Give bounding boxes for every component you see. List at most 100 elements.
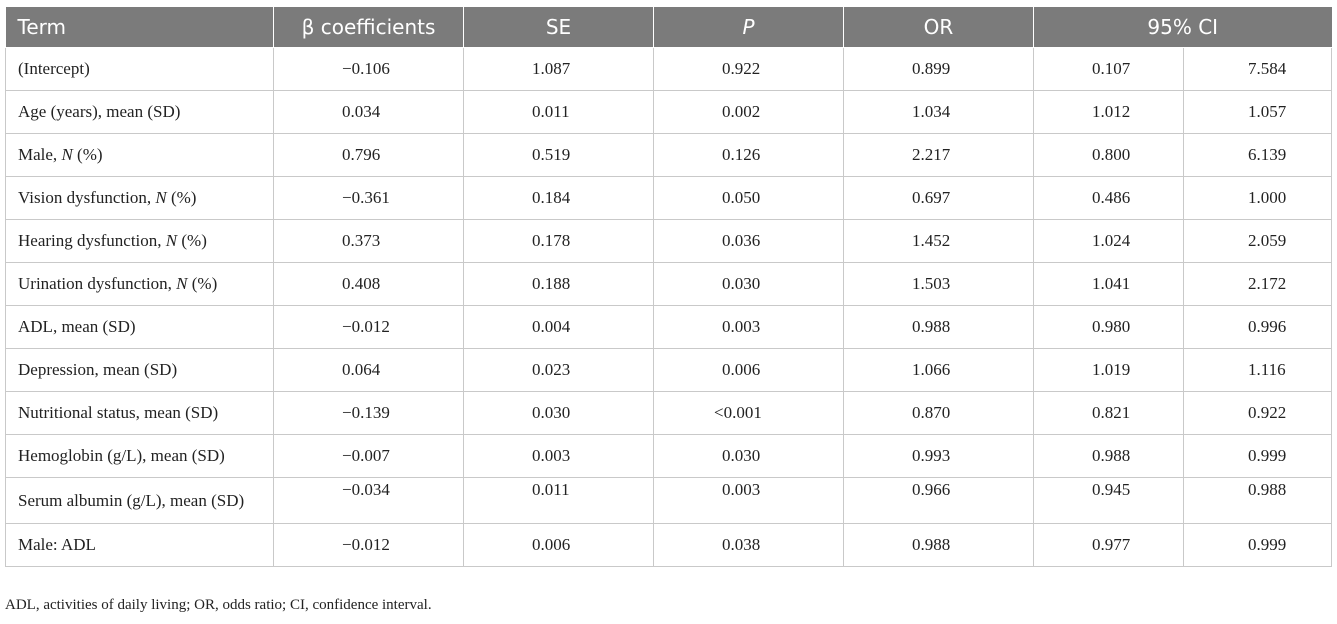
cell-beta: −0.012 [273, 523, 464, 567]
cell-se: 0.178 [463, 219, 654, 263]
cell-ci-high: 0.996 [1183, 305, 1332, 349]
cell-p: 0.038 [653, 523, 844, 567]
cell-p: 0.036 [653, 219, 844, 263]
term-suffix: (%) [177, 231, 207, 250]
header-ci: 95% CI [1033, 7, 1332, 48]
cell-se: 0.188 [463, 262, 654, 306]
term-italic: N [61, 145, 73, 164]
term-label: Serum albumin (g/L), mean (SD) [18, 490, 245, 510]
cell-ci-high: 0.988 [1183, 477, 1332, 524]
cell-term: Hemoglobin (g/L), mean (SD) [5, 434, 274, 478]
cell-ci-low: 1.041 [1033, 262, 1184, 306]
table-row: Vision dysfunction, N (%) −0.361 0.184 0.05… [5, 176, 1332, 220]
cell-ci-low: 0.945 [1033, 477, 1184, 524]
term-label: Age (years), mean (SD) [18, 102, 181, 121]
cell-p: 0.002 [653, 90, 844, 134]
table-row: ADL, mean (SD) −0.012 0.004 0.003 0.988 0.980… [5, 305, 1332, 349]
cell-or: 0.988 [843, 523, 1034, 567]
term-label: Vision dysfunction, [18, 188, 156, 207]
term-suffix: (%) [72, 145, 103, 164]
table-row: (Intercept) −0.106 1.087 0.922 0.899 0.107 7.5… [5, 47, 1332, 91]
term-label: Male: ADL [18, 535, 96, 554]
cell-ci-low: 1.024 [1033, 219, 1184, 263]
cell-p: 0.030 [653, 262, 844, 306]
cell-beta: −0.106 [273, 47, 464, 91]
table-row: Male: ADL −0.012 0.006 0.038 0.988 0.977 0.999 [5, 523, 1332, 567]
cell-se: 0.011 [463, 477, 654, 524]
cell-or: 0.966 [843, 477, 1034, 524]
cell-or: 0.870 [843, 391, 1034, 435]
cell-or: 1.066 [843, 348, 1034, 392]
cell-p: 0.003 [653, 305, 844, 349]
cell-ci-low: 1.019 [1033, 348, 1184, 392]
cell-ci-high: 7.584 [1183, 47, 1332, 91]
cell-ci-high: 0.999 [1183, 523, 1332, 567]
cell-or: 0.988 [843, 305, 1034, 349]
term-label: Urination dysfunction, [18, 274, 177, 293]
cell-or: 1.034 [843, 90, 1034, 134]
cell-se: 0.003 [463, 434, 654, 478]
header-term: Term [5, 7, 274, 48]
cell-or: 0.697 [843, 176, 1034, 220]
table-row: Male, N (%) 0.796 0.519 0.126 2.217 0.800 6.13… [5, 133, 1332, 177]
cell-or: 1.452 [843, 219, 1034, 263]
table-row: Serum albumin (g/L), mean (SD) −0.034 0.01… [5, 477, 1332, 524]
table-body: (Intercept) −0.106 1.087 0.922 0.899 0.107 7.5… [5, 47, 1332, 567]
cell-beta: −0.012 [273, 305, 464, 349]
cell-se: 0.023 [463, 348, 654, 392]
regression-table: Term β coefficients SE P OR 95% CI (Inte… [5, 7, 1332, 567]
cell-beta: −0.034 [273, 477, 464, 524]
cell-or: 0.899 [843, 47, 1034, 91]
cell-term: Male, N (%) [5, 133, 274, 177]
term-italic: N [176, 274, 188, 293]
cell-p: 0.030 [653, 434, 844, 478]
cell-beta: −0.361 [273, 176, 464, 220]
header-or: OR [843, 7, 1034, 48]
term-label: Hearing dysfunction, [18, 231, 166, 250]
term-label: Hemoglobin (g/L), mean (SD) [18, 446, 225, 465]
cell-ci-high: 0.922 [1183, 391, 1332, 435]
cell-beta: −0.007 [273, 434, 464, 478]
cell-term: Urination dysfunction, N (%) [5, 262, 274, 306]
cell-beta: 0.064 [273, 348, 464, 392]
cell-p: 0.006 [653, 348, 844, 392]
cell-se: 0.519 [463, 133, 654, 177]
header-se: SE [463, 7, 654, 48]
cell-beta: 0.408 [273, 262, 464, 306]
cell-ci-low: 1.012 [1033, 90, 1184, 134]
cell-ci-high: 1.057 [1183, 90, 1332, 134]
table-row: Hemoglobin (g/L), mean (SD) −0.007 0.003 0.… [5, 434, 1332, 478]
cell-ci-high: 0.999 [1183, 434, 1332, 478]
cell-term: Depression, mean (SD) [5, 348, 274, 392]
term-suffix: (%) [187, 274, 218, 293]
cell-ci-low: 0.980 [1033, 305, 1184, 349]
cell-beta: 0.796 [273, 133, 464, 177]
term-label: Depression, mean (SD) [18, 360, 178, 379]
term-italic: N [155, 188, 167, 207]
table-row: Hearing dysfunction, N (%) 0.373 0.178 0.03… [5, 219, 1332, 263]
cell-ci-high: 1.116 [1183, 348, 1332, 392]
term-label: Male, [18, 145, 62, 164]
cell-p: 0.922 [653, 47, 844, 91]
cell-p: 0.003 [653, 477, 844, 524]
term-italic: N [165, 231, 178, 250]
cell-se: 1.087 [463, 47, 654, 91]
cell-beta: 0.034 [273, 90, 464, 134]
cell-ci-high: 6.139 [1183, 133, 1332, 177]
table-row: Depression, mean (SD) 0.064 0.023 0.006 1.06… [5, 348, 1332, 392]
cell-se: 0.184 [463, 176, 654, 220]
cell-or: 0.993 [843, 434, 1034, 478]
cell-ci-low: 0.977 [1033, 523, 1184, 567]
cell-p: 0.050 [653, 176, 844, 220]
cell-term: Nutritional status, mean (SD) [5, 391, 274, 435]
table-row: Urination dysfunction, N (%) 0.408 0.188 0.… [5, 262, 1332, 306]
cell-term: Male: ADL [5, 523, 274, 567]
cell-ci-low: 0.988 [1033, 434, 1184, 478]
cell-term: (Intercept) [5, 47, 274, 91]
table-row: Age (years), mean (SD) 0.034 0.011 0.002 1.0… [5, 90, 1332, 134]
header-beta: β coefficients [273, 7, 464, 48]
cell-se: 0.006 [463, 523, 654, 567]
cell-se: 0.004 [463, 305, 654, 349]
term-suffix: (%) [166, 188, 197, 207]
cell-ci-low: 0.486 [1033, 176, 1184, 220]
